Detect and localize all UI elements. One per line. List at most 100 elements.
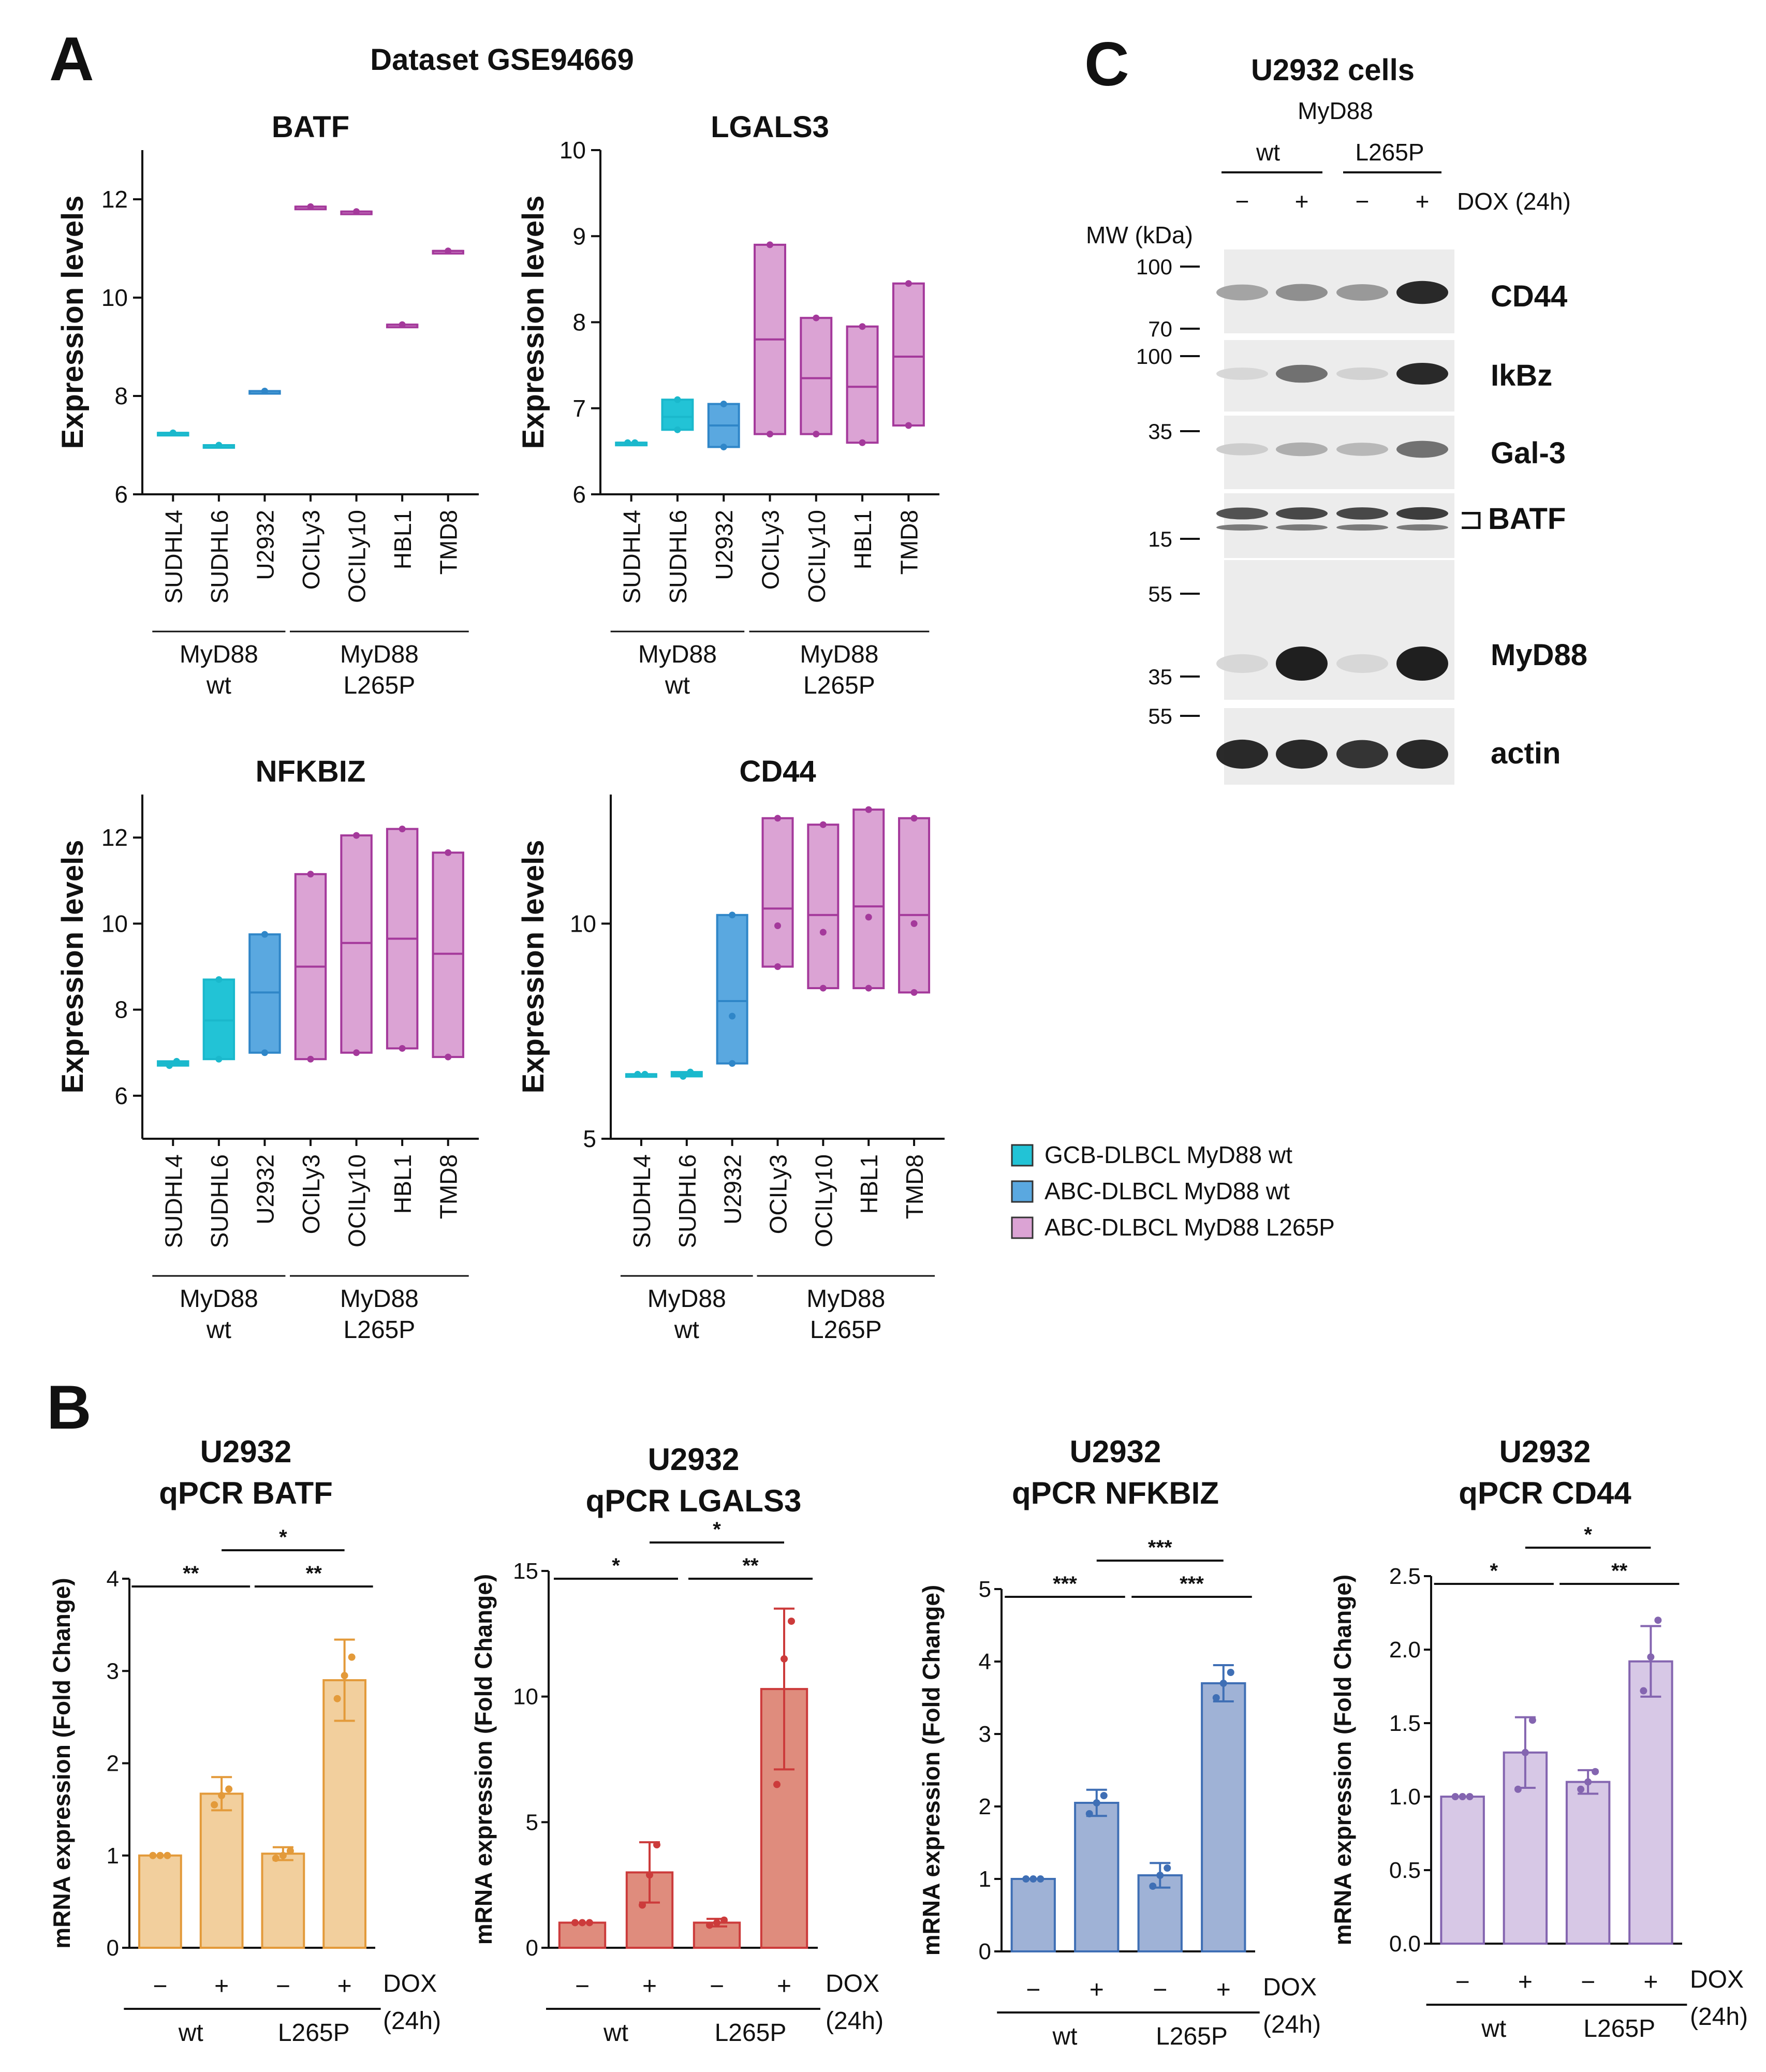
group-label-wt: wt (178, 2019, 203, 2047)
data-point (341, 1672, 348, 1680)
chart-title: U2932 (1499, 1434, 1591, 1469)
data-point (586, 1919, 593, 1927)
treatment-time: (24h) (826, 2007, 884, 2035)
blot-band (1276, 507, 1328, 520)
blot-myd88 (1216, 560, 1454, 700)
data-point (353, 208, 360, 215)
y-tick-label: 3 (979, 1722, 991, 1747)
y-axis-label: mRNA expression (Fold Change) (470, 1574, 497, 1945)
data-point (445, 1053, 452, 1061)
y-axis-label: Expression levels (56, 195, 90, 449)
y-tick-label: 8 (572, 309, 586, 336)
data-point (819, 984, 827, 992)
bar-chart-qpcr-nfkbiz: U2932 qPCR NFKBIZ mRNA expression (Fold Ch… (918, 1434, 1321, 2050)
data-point (279, 1851, 287, 1859)
y-tick-label: 0 (526, 1935, 538, 1961)
bar-chart-qpcr-cd44: U2932 qPCR CD44 mRNA expression (Fold Chan… (1329, 1434, 1748, 2042)
y-axis-label: Expression levels (517, 840, 550, 1093)
y-axis-label: Expression levels (56, 840, 90, 1093)
x-tick-label: SUDHL6 (665, 510, 691, 604)
y-tick-label: 0.0 (1389, 1931, 1421, 1957)
data-point (1149, 1883, 1157, 1890)
bar (1201, 1682, 1246, 1952)
y-tick-label: 5 (583, 1125, 596, 1152)
data-point (631, 439, 639, 446)
x-tick-label: TMD8 (435, 1154, 462, 1219)
box (661, 399, 694, 431)
blot-band (1336, 507, 1388, 520)
significance-label: ** (183, 1562, 199, 1585)
svg-text:55: 55 (1148, 704, 1172, 728)
mw-marker: 15 (1148, 527, 1200, 551)
bar-chart-qpcr-lgals3: U2932 qPCR LGALS3 mRNA expression (Fold Ch… (470, 1442, 884, 2047)
group-label-l265p: L265P (810, 1316, 882, 1344)
treatment-label: DOX (1263, 1974, 1317, 2001)
western-lane-sign-4: + (1416, 188, 1430, 215)
data-point (624, 439, 631, 446)
data-point (571, 1919, 579, 1927)
data-point (1093, 1799, 1100, 1806)
x-tick-label: OCILy10 (810, 1154, 837, 1247)
group-label-l265p: L265P (278, 2019, 350, 2047)
blot-label-gal3: Gal-3 (1491, 436, 1566, 470)
boxplot-lgals3: LGALS3 Expression levels 6 7 8 9 10 SUDHL4 SUDHL… (517, 110, 939, 699)
svg-text:15: 15 (1148, 527, 1172, 551)
bar (322, 1679, 366, 1949)
data-point (1164, 1864, 1171, 1872)
bar (1010, 1878, 1056, 1952)
data-point (774, 922, 781, 930)
svg-text:55: 55 (1148, 582, 1172, 606)
blot-band (1396, 362, 1448, 385)
group-label-myd88: MyD88 (806, 1285, 885, 1313)
data-point (1037, 1875, 1044, 1883)
western-group-wt: wt (1256, 139, 1280, 166)
blot-band (1216, 507, 1268, 520)
x-tick-label: SUDHL4 (628, 1154, 655, 1248)
box (202, 978, 236, 1061)
data-point (773, 1781, 781, 1788)
boxplot-nfkbiz: NFKBIZ Expression levels 6 8 10 12 SUDHL4 SUDHL… (56, 755, 479, 1344)
boxplot-cd44: CD44 Expression levels 5 10 SUDHL4 SUDHL6 U293… (517, 755, 945, 1344)
data-point (905, 280, 912, 287)
x-tick-label: U2932 (711, 510, 738, 580)
y-tick-label: 6 (114, 1082, 128, 1109)
box (340, 834, 373, 1054)
box (716, 914, 748, 1065)
x-tick-label: TMD8 (901, 1154, 928, 1219)
panel-label-c: C (1084, 30, 1129, 99)
y-tick-label: 10 (570, 910, 596, 937)
bar-chart-qpcr-batf: U2932 qPCR BATF mRNA expression (Fold Chan… (48, 1434, 441, 2047)
bar (261, 1853, 305, 1949)
data-point (813, 314, 820, 321)
data-point (225, 1785, 233, 1793)
y-tick-label: 9 (572, 223, 586, 249)
data-point (445, 247, 452, 255)
y-tick-label: 0 (979, 1939, 991, 1964)
box (807, 824, 840, 990)
blot-label-cd44: CD44 (1491, 280, 1567, 313)
blot-band (1396, 507, 1448, 520)
blot-band (1276, 364, 1328, 383)
blot-band (1336, 654, 1388, 673)
x-tick-label: SUDHL4 (619, 510, 645, 604)
group-label-myd88: MyD88 (340, 1285, 419, 1313)
mw-header: MW (kDa) (1086, 222, 1193, 248)
y-tick-label: 4 (979, 1649, 991, 1674)
data-point (307, 1055, 314, 1063)
western-blot: U2932 cells MyD88 wt L265P − + − + DOX (… (1086, 53, 1587, 785)
data-point (813, 431, 820, 438)
data-point (865, 806, 872, 813)
x-tick-label: OCILy10 (803, 510, 830, 603)
blot-band (1396, 739, 1448, 769)
significance-label: * (612, 1554, 620, 1577)
significance-label: * (1490, 1560, 1498, 1582)
blot-label-actin: actin (1491, 737, 1561, 770)
group-label-wt: wt (665, 672, 690, 699)
y-tick-label: 10 (560, 137, 586, 164)
group-label-l265p: L265P (1583, 2015, 1655, 2042)
group-label-wt: wt (674, 1316, 699, 1344)
svg-text:35: 35 (1148, 665, 1172, 689)
data-point (445, 849, 452, 856)
significance-label: *** (1180, 1573, 1204, 1595)
group-label-myd88: MyD88 (647, 1285, 726, 1313)
